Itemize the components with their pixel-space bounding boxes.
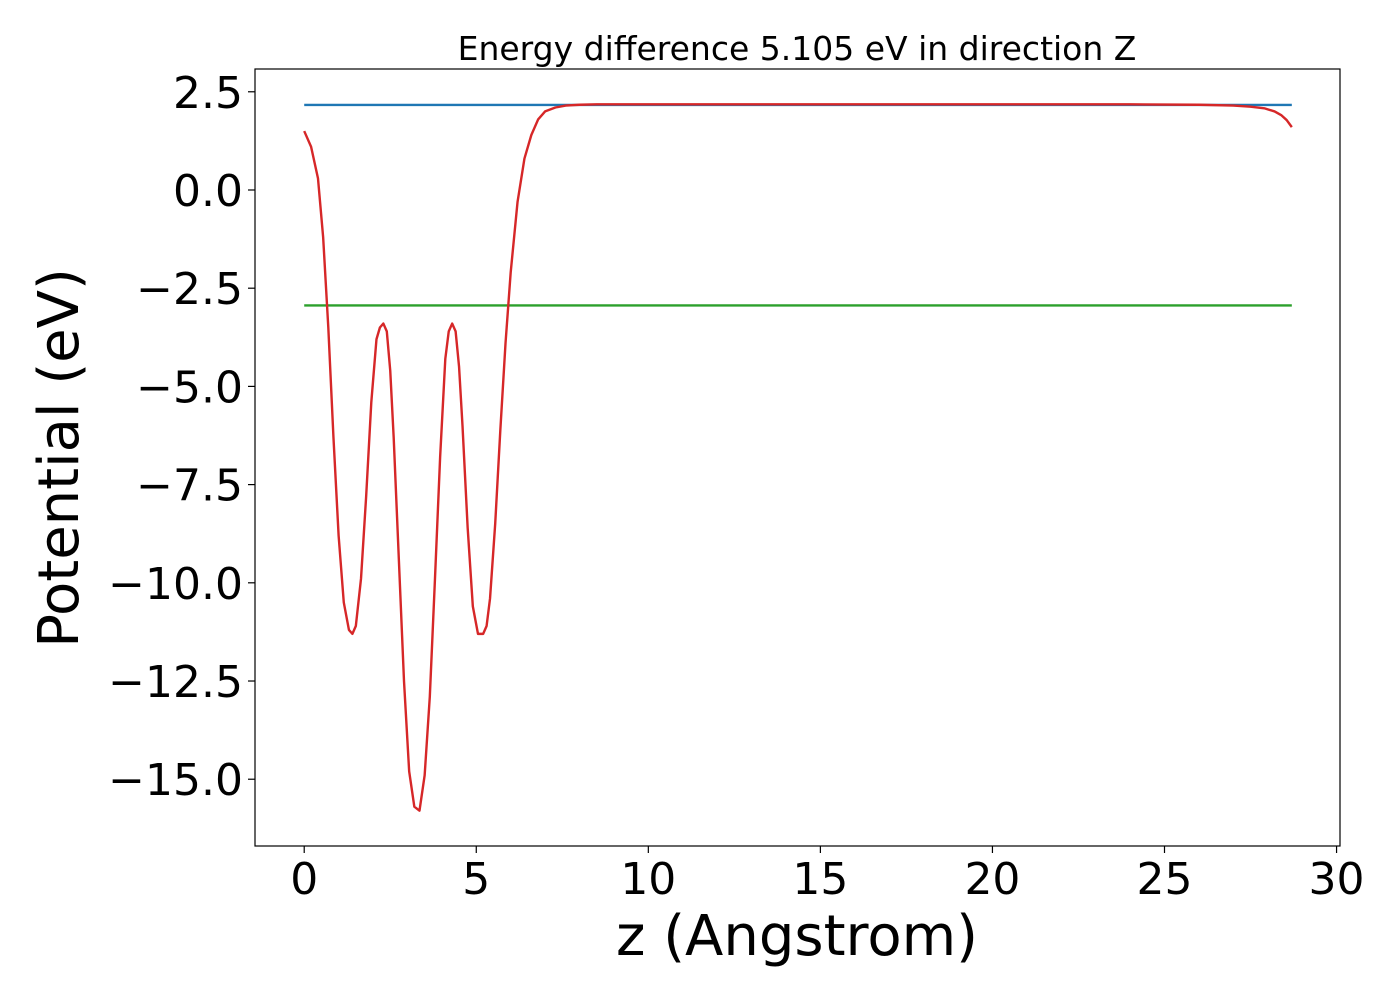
x-tick-label: 20 [964, 854, 1020, 905]
x-axis-label: z (Angstrom) [616, 904, 978, 969]
y-tick-label: −12.5 [108, 657, 243, 708]
y-axis: 2.5 0.0 −2.5 −5.0 −7.5 −10.0 −12.5 −15.0 [108, 68, 255, 806]
potential-curve [303, 103, 1293, 812]
x-tick-label: 10 [620, 854, 676, 905]
y-axis-label: Potential (eV) [27, 268, 92, 648]
y-tick-label: −15.0 [108, 755, 243, 806]
x-tick-label: 30 [1309, 854, 1365, 905]
chart-title: Energy difference 5.105 eV in direction … [458, 29, 1137, 68]
y-tick-label: 2.5 [173, 68, 243, 119]
y-tick-label: −7.5 [136, 461, 243, 512]
y-tick-label: −2.5 [136, 264, 243, 315]
y-tick-label: 0.0 [173, 166, 243, 217]
plot-area-frame [254, 68, 1341, 847]
x-axis: 0 5 10 15 20 25 30 [290, 846, 1365, 905]
x-tick-label: 15 [792, 854, 848, 905]
y-tick-label: −10.0 [108, 559, 243, 610]
x-tick-label: 0 [290, 854, 318, 905]
y-tick-label: −5.0 [136, 362, 243, 413]
x-tick-label: 5 [462, 854, 490, 905]
x-tick-label: 25 [1137, 854, 1193, 905]
